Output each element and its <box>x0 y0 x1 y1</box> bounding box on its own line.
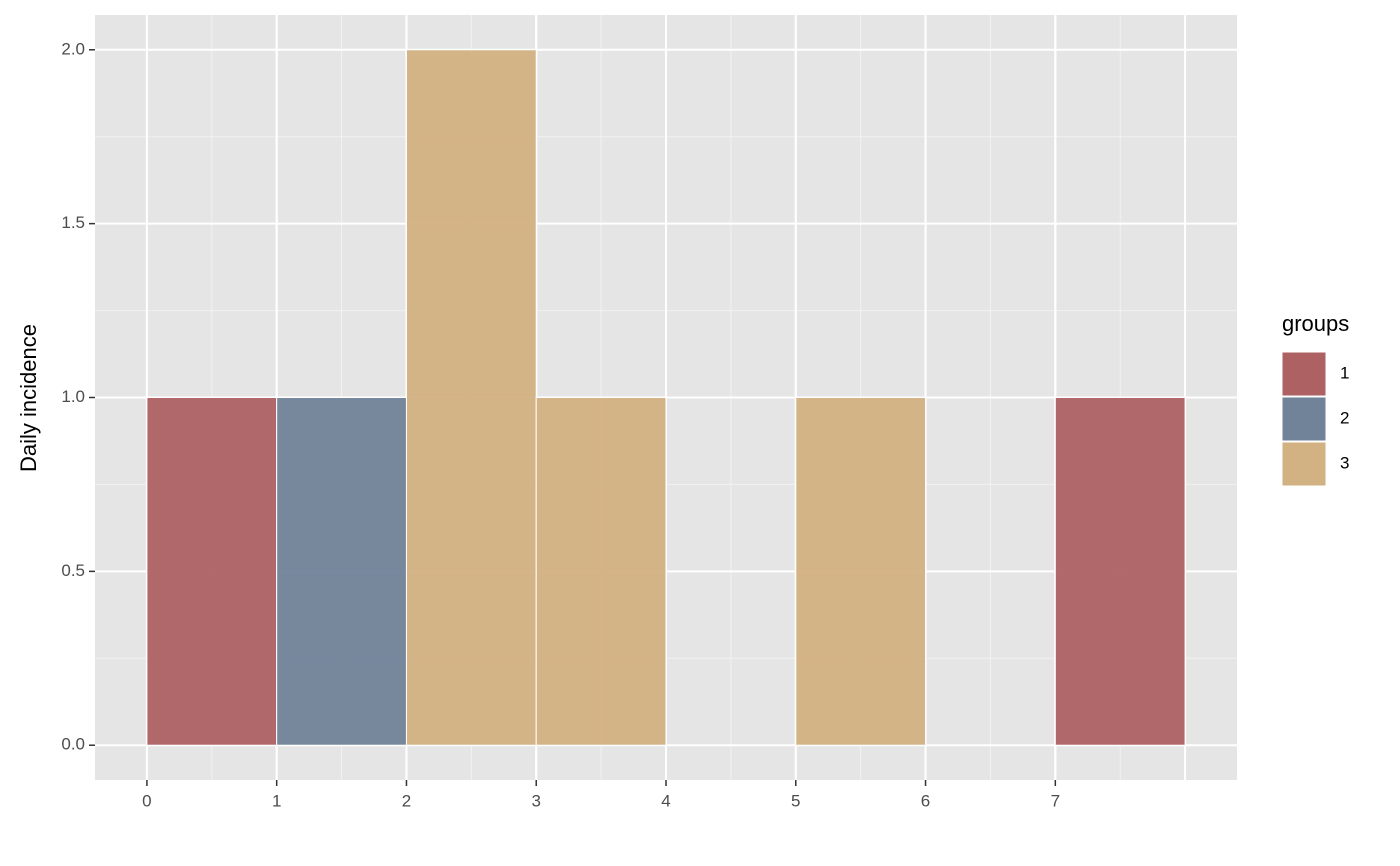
legend-label: 3 <box>1340 453 1349 472</box>
x-tick-label: 3 <box>531 791 540 810</box>
legend-label: 2 <box>1340 408 1349 427</box>
legend-label: 1 <box>1340 363 1349 382</box>
bar <box>795 397 927 746</box>
y-tick-label: 2.0 <box>61 39 85 58</box>
x-tick-label: 4 <box>661 791 670 810</box>
bar <box>535 397 667 746</box>
legend-key <box>1281 441 1327 487</box>
x-tick-label: 6 <box>921 791 930 810</box>
x-tick-label: 7 <box>1051 791 1060 810</box>
x-tick-label: 5 <box>791 791 800 810</box>
bar <box>146 397 278 746</box>
y-tick-label: 1.5 <box>61 213 85 232</box>
bar <box>405 49 537 746</box>
y-tick-label: 0.0 <box>61 735 85 754</box>
x-tick-label: 2 <box>402 791 411 810</box>
y-tick-label: 1.0 <box>61 387 85 406</box>
x-tick-label: 1 <box>272 791 281 810</box>
legend-title: groups <box>1282 311 1349 336</box>
bar <box>1054 397 1186 746</box>
bar <box>276 397 407 746</box>
legend-key <box>1281 351 1327 397</box>
y-axis-title: Daily incidence <box>16 324 41 472</box>
legend-key <box>1281 396 1327 442</box>
x-tick-label: 0 <box>142 791 151 810</box>
y-tick-label: 0.5 <box>61 561 85 580</box>
